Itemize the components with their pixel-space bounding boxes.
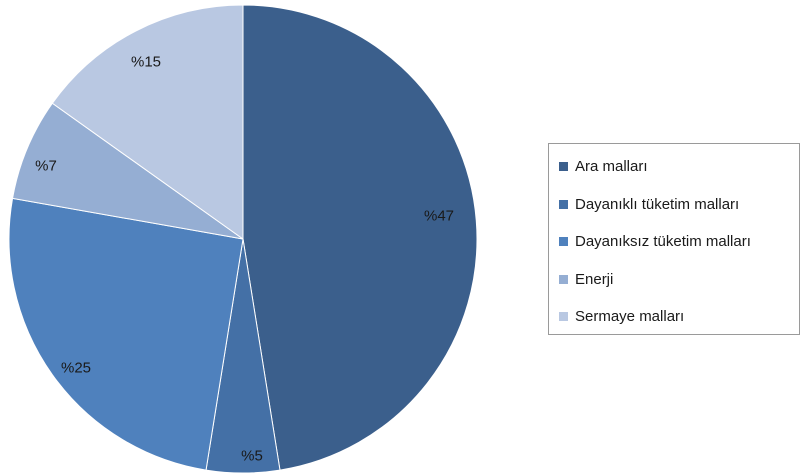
pie-slice xyxy=(51,4,244,240)
pie-slice xyxy=(8,197,244,471)
legend-swatch xyxy=(559,237,568,247)
slice-label: %47 xyxy=(424,208,454,225)
legend-item: Sermaye malları xyxy=(559,298,799,336)
legend-label: Dayanıklı tüketim malları xyxy=(575,195,740,213)
legend-swatch xyxy=(559,274,568,284)
legend-item: Dayanıksız tüketim malları xyxy=(559,223,799,261)
slice-label: %15 xyxy=(131,54,161,71)
legend-label: Sermaye malları xyxy=(575,308,685,326)
legend-label: Dayanıksız tüketim malları xyxy=(575,233,751,251)
legend-item: Ara malları xyxy=(559,148,799,186)
pie-slice xyxy=(11,102,244,240)
slice-label: %25 xyxy=(61,360,91,377)
pie-slice xyxy=(242,4,478,471)
legend-label: Ara malları xyxy=(575,158,648,176)
legend-item: Dayanıklı tüketim malları xyxy=(559,186,799,224)
legend: Ara malları Dayanıklı tüketim malları Daya… xyxy=(548,143,800,335)
legend-swatch xyxy=(559,162,568,172)
legend-swatch xyxy=(559,312,568,322)
legend-swatch xyxy=(559,199,568,209)
legend-label: Enerji xyxy=(575,270,614,288)
slice-label: %5 xyxy=(241,448,263,465)
legend-item: Enerji xyxy=(559,261,799,299)
slice-label: %7 xyxy=(35,158,57,175)
